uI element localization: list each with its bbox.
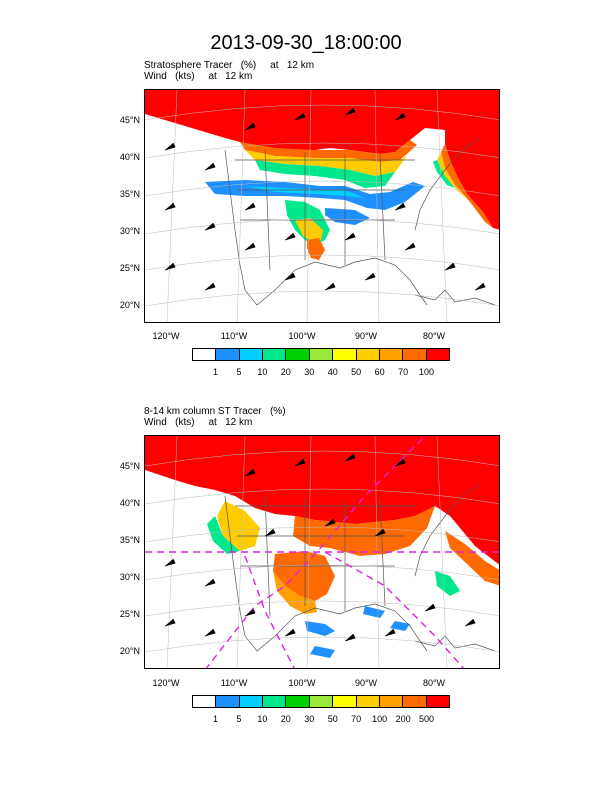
colorbar-swatch xyxy=(356,696,380,707)
panel2-guide-lines xyxy=(145,436,499,668)
panel1-map-graphic xyxy=(145,90,499,322)
panel1-lon-label: 90°W xyxy=(354,331,378,341)
colorbar-tick-label: 20 xyxy=(280,714,291,724)
colorbar-swatch xyxy=(263,349,287,360)
colorbar-swatch xyxy=(263,696,287,707)
panel1-lon-label: 100°W xyxy=(288,331,316,341)
panel2-lat-label: 30°N xyxy=(119,572,140,582)
colorbar-swatch xyxy=(193,696,217,707)
panel1-subtitle-tracer: Stratosphere Tracer (%) at 12 km xyxy=(144,60,315,71)
colorbar-tick-label: 5 xyxy=(236,367,242,377)
colorbar-swatch xyxy=(333,349,357,360)
panel2-lat-label: 45°N xyxy=(119,461,140,471)
panel2-colorbar xyxy=(192,695,450,708)
panel1-tracer-east xyxy=(445,120,499,230)
colorbar-swatch xyxy=(216,349,240,360)
colorbar-tick-label: 30 xyxy=(304,367,315,377)
colorbar-tick-label: 5 xyxy=(236,714,242,724)
colorbar-swatch xyxy=(216,696,240,707)
panel1-lat-label: 45°N xyxy=(119,115,140,125)
colorbar-tick-label: 1 xyxy=(212,367,218,377)
figure-title: 2013-09-30_18:00:00 xyxy=(210,32,402,54)
colorbar-swatch xyxy=(426,696,449,707)
colorbar-swatch xyxy=(193,349,217,360)
colorbar-swatch xyxy=(379,349,404,360)
panel1-lon-label: 110°W xyxy=(220,331,248,341)
panel1-lat-label: 30°N xyxy=(119,226,140,236)
colorbar-tick-label: 100 xyxy=(419,367,435,377)
panel1-lat-label: 20°N xyxy=(119,300,140,310)
colorbar-tick-label: 70 xyxy=(398,367,409,377)
colorbar-tick-label: 200 xyxy=(395,714,411,724)
colorbar-tick-label: 500 xyxy=(419,714,435,724)
colorbar-swatch xyxy=(239,349,264,360)
colorbar-tick-label: 50 xyxy=(327,714,338,724)
colorbar-swatch xyxy=(239,696,264,707)
colorbar-tick-label: 10 xyxy=(257,714,268,724)
panel2-lat-label: 25°N xyxy=(119,609,140,619)
panel2-lon-label: 90°W xyxy=(354,678,378,688)
panel2-lat-label: 40°N xyxy=(119,498,140,508)
colorbar-tick-label: 40 xyxy=(327,367,338,377)
colorbar-tick-label: 20 xyxy=(280,367,291,377)
colorbar-swatch xyxy=(286,349,310,360)
colorbar-tick-label: 1 xyxy=(212,714,218,724)
panel2-tracer-north xyxy=(145,436,499,565)
panel1-map xyxy=(144,89,500,323)
panel1-lat-label: 35°N xyxy=(119,189,140,199)
colorbar-tick-label: 60 xyxy=(374,367,385,377)
panel1-lon-label: 120°W xyxy=(152,331,180,341)
panel1-colorbar xyxy=(192,348,450,361)
colorbar-swatch xyxy=(309,349,334,360)
colorbar-tick-label: 30 xyxy=(304,714,315,724)
panel1-lat-label: 25°N xyxy=(119,263,140,273)
colorbar-swatch xyxy=(356,349,380,360)
colorbar-swatch xyxy=(309,696,334,707)
panel2-map xyxy=(144,435,500,669)
panel1-tracer-north xyxy=(145,90,499,154)
colorbar-tick-label: 10 xyxy=(257,367,268,377)
colorbar-swatch xyxy=(286,696,310,707)
panel2-map-graphic xyxy=(145,436,499,668)
panel1-lon-label: 80°W xyxy=(422,331,446,341)
panel2-lon-label: 100°W xyxy=(288,678,316,688)
colorbar-swatch xyxy=(426,349,449,360)
colorbar-tick-label: 100 xyxy=(372,714,388,724)
panel2-lon-label: 110°W xyxy=(220,678,248,688)
colorbar-swatch xyxy=(403,696,427,707)
panel2-lon-label: 120°W xyxy=(152,678,180,688)
panel1-subtitle-wind: Wind (kts) at 12 km xyxy=(144,71,253,82)
panel1-lat-label: 40°N xyxy=(119,152,140,162)
colorbar-swatch xyxy=(403,349,427,360)
colorbar-swatch xyxy=(379,696,404,707)
panel2-lat-label: 35°N xyxy=(119,535,140,545)
panel2-subtitle-tracer: 8-14 km column ST Tracer (%) xyxy=(144,406,286,417)
colorbar-tick-label: 50 xyxy=(351,367,362,377)
panel2-lat-label: 20°N xyxy=(119,646,140,656)
panel2-subtitle-wind: Wind (kts) at 12 km xyxy=(144,417,253,428)
colorbar-tick-label: 70 xyxy=(351,714,362,724)
panel2-lon-label: 80°W xyxy=(422,678,446,688)
colorbar-swatch xyxy=(333,696,357,707)
